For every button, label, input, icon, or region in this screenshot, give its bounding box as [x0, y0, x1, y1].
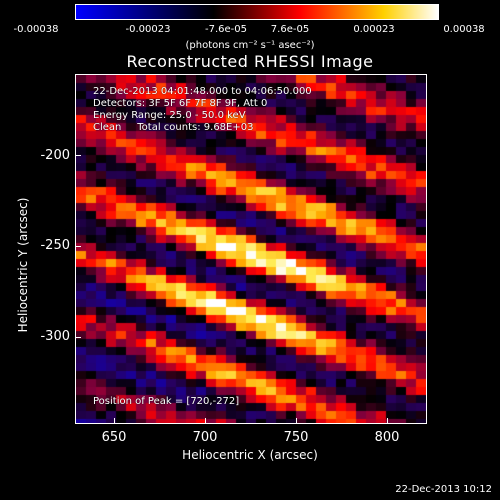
info-energy-range: Energy Range: 25.0 - 50.0 keV	[93, 110, 246, 121]
image-panel	[75, 74, 427, 424]
y-tick-label: -200	[40, 148, 70, 163]
plot-title: Reconstructed RHESSI Image	[126, 52, 374, 71]
colorbar-tick: 0.00023	[353, 24, 395, 35]
colorbar-tick: -0.00023	[125, 24, 171, 35]
x-tick-label: 700	[192, 430, 218, 445]
timestamp: 22-Dec-2013 10:12	[395, 484, 492, 495]
colorbar-units: (photons cm⁻² s⁻¹ asec⁻²)	[185, 40, 315, 51]
info-time-range: 22-Dec-2013 04:01:48.000 to 04:06:50.000	[93, 86, 312, 97]
colorbar-tick: 0.00038	[443, 24, 485, 35]
rhessi-image	[76, 75, 426, 423]
info-counts: Clean Total counts: 9.68E+03	[93, 122, 254, 133]
info-detectors: Detectors: 3F 5F 6F 7F 8F 9F, Att 0	[93, 98, 268, 109]
y-tick-mark	[75, 246, 81, 247]
x-tick-label: 800	[374, 430, 400, 445]
x-tick-mark	[205, 418, 206, 424]
y-tick-mark	[75, 337, 81, 338]
x-tick-mark	[114, 418, 115, 424]
y-tick-label: -250	[40, 238, 70, 253]
x-axis-label: Heliocentric X (arcsec)	[182, 448, 318, 462]
y-tick-label: -300	[40, 329, 70, 344]
colorbar-tick: -7.6e-05	[205, 24, 247, 35]
colorbar	[75, 4, 439, 20]
x-tick-label: 650	[101, 430, 127, 445]
colorbar-tick: 7.6e-05	[270, 24, 310, 35]
x-tick-mark	[387, 418, 388, 424]
x-tick-mark	[296, 418, 297, 424]
y-axis-label: Heliocentric Y (arcsec)	[16, 197, 30, 333]
y-tick-mark	[75, 155, 81, 156]
colorbar-tick: -0.00038	[13, 24, 59, 35]
info-peak-position: Position of Peak = [720,-272]	[93, 396, 240, 407]
x-tick-label: 750	[283, 430, 309, 445]
